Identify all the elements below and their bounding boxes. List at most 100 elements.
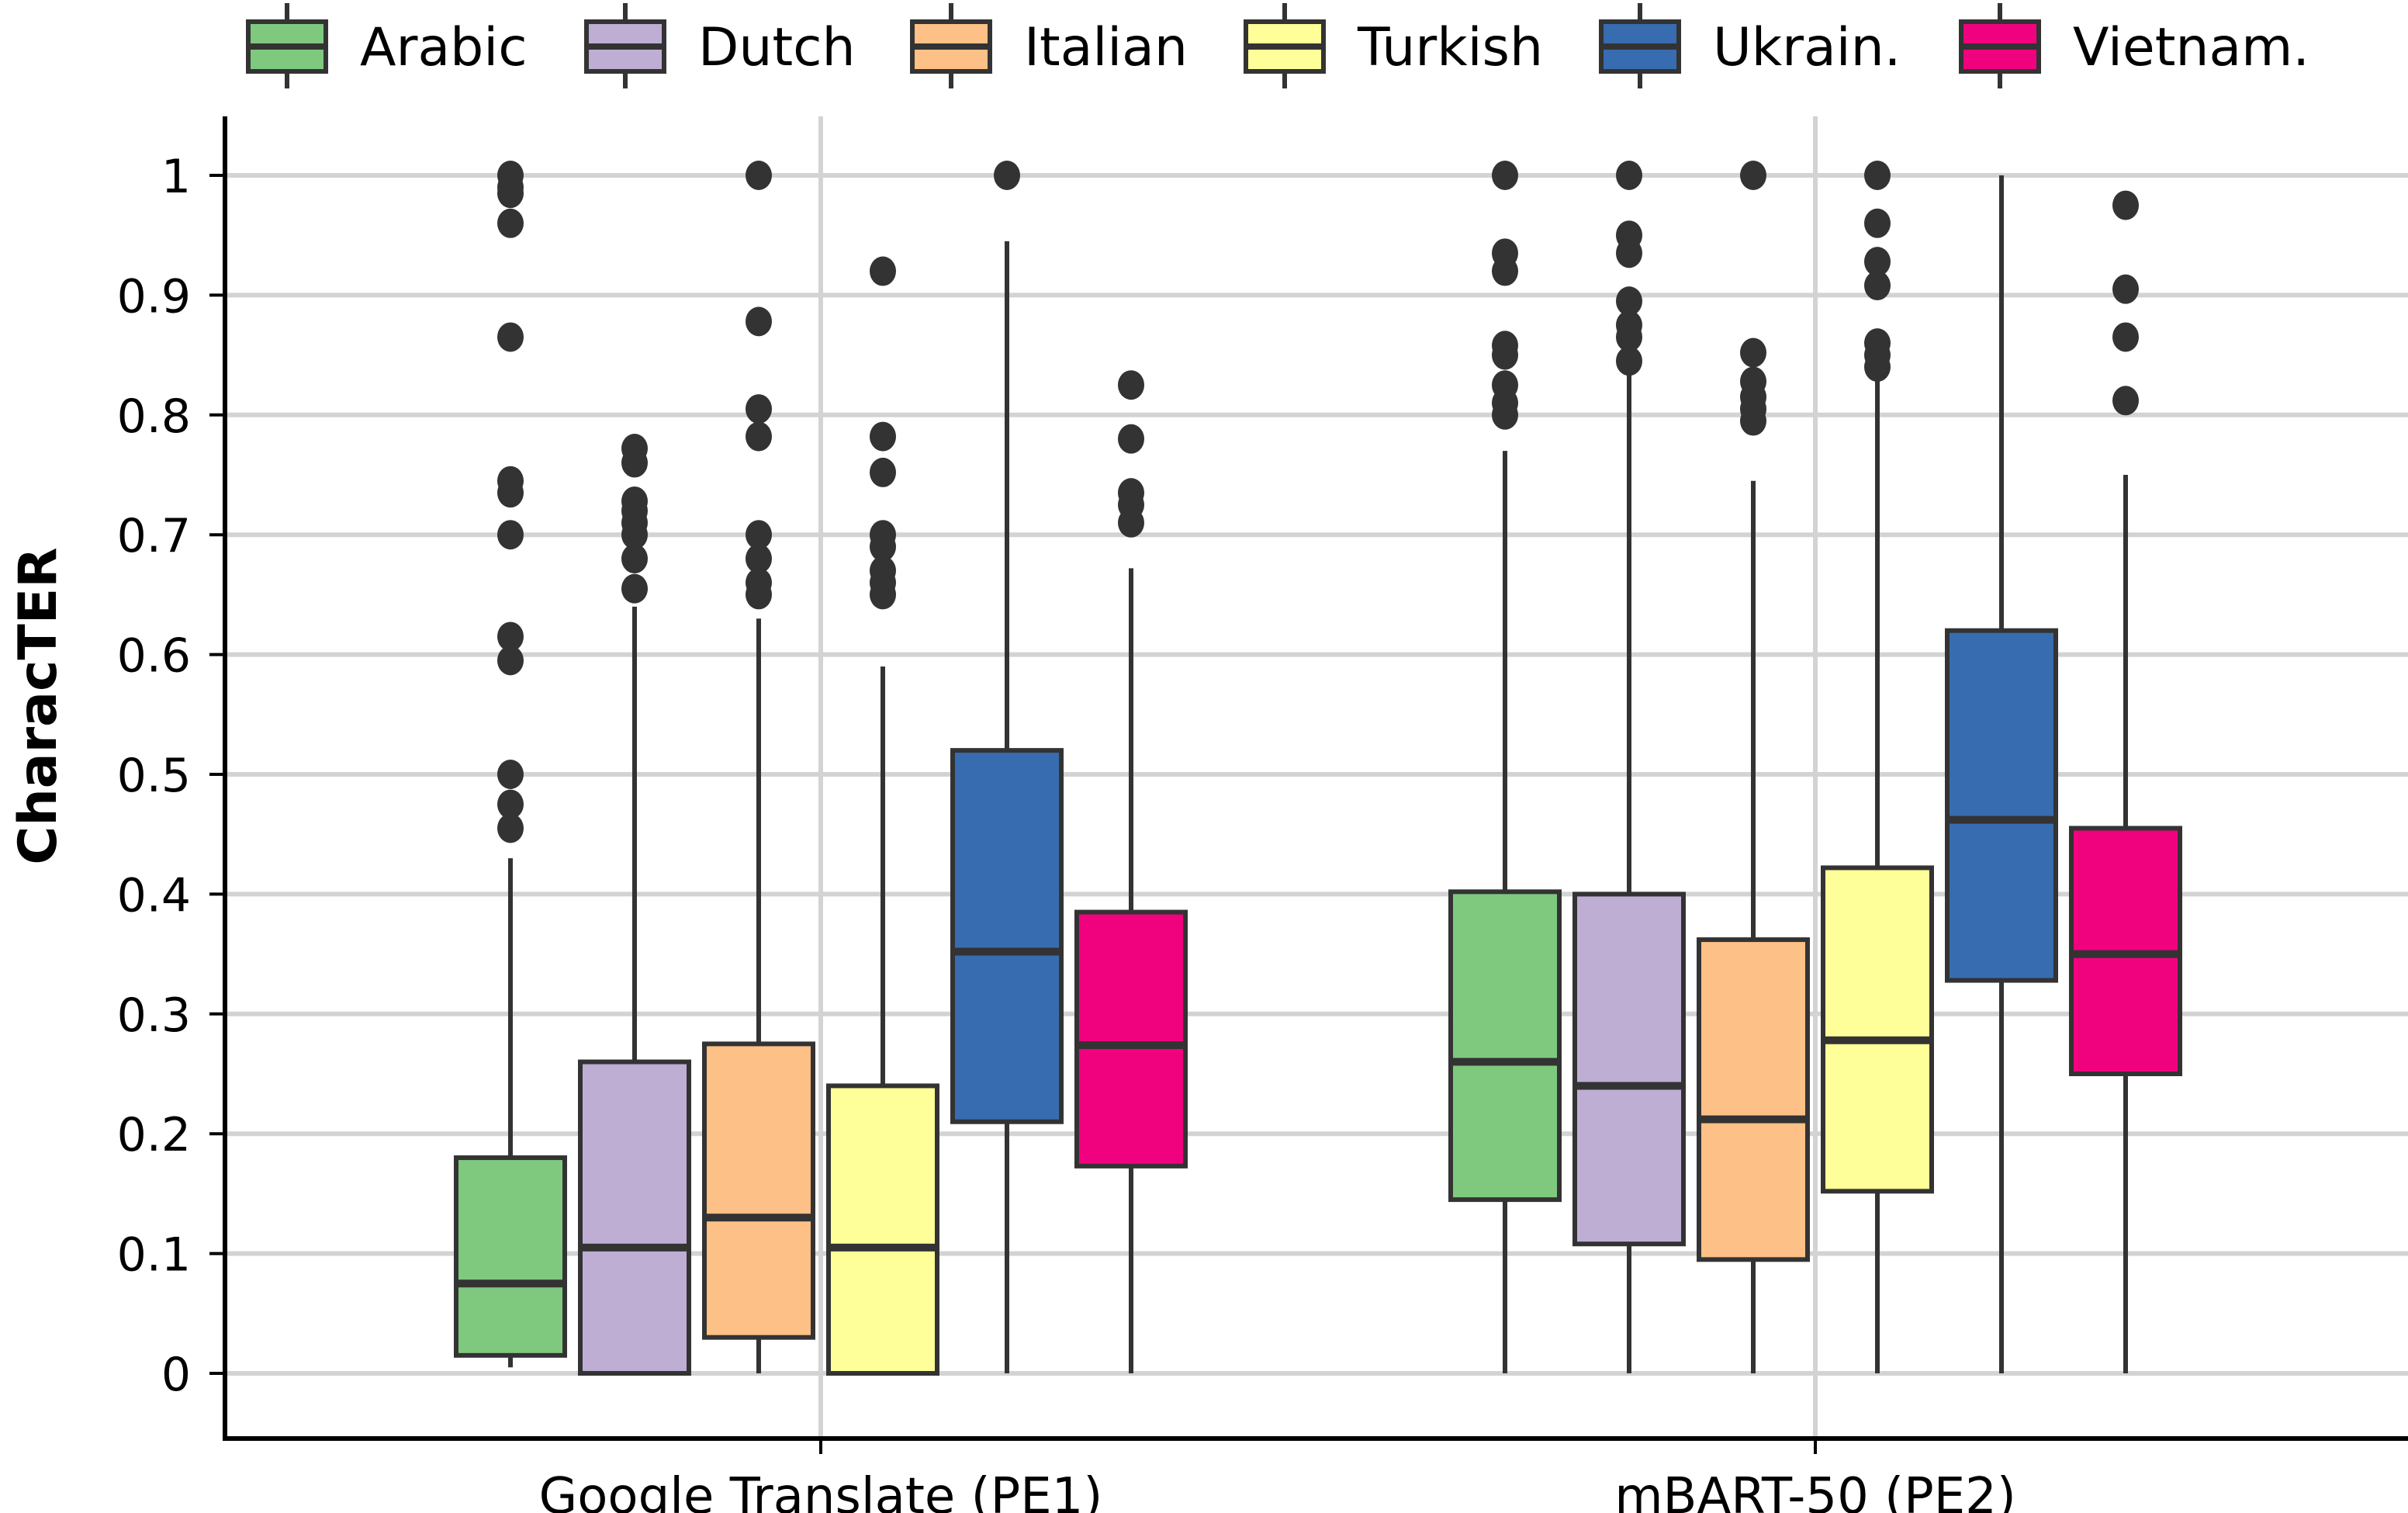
- outlier-point: [1740, 161, 1766, 190]
- box-iqr: [1821, 865, 1934, 1194]
- box-italian-1: [1697, 161, 1810, 1373]
- box-dutch-1: [1572, 161, 1686, 1373]
- box-ukrain-0: [950, 161, 1064, 1373]
- outlier-point: [1616, 161, 1642, 190]
- outlier-point: [1864, 352, 1891, 383]
- box-iqr: [826, 1083, 939, 1376]
- legend-label: Ukrain.: [1713, 17, 1901, 78]
- legend-item-vietnam: Vietnam.: [1959, 3, 2309, 88]
- outlier-point: [497, 760, 524, 789]
- outlier-point: [1118, 370, 1144, 400]
- box-iqr: [1448, 889, 1562, 1203]
- outlier-point: [2112, 190, 2139, 220]
- legend-label: Vietnam.: [2073, 17, 2309, 78]
- y-tick-label: 0.1: [117, 1228, 191, 1283]
- box-iqr: [702, 1041, 815, 1340]
- outlier-point: [1492, 400, 1518, 430]
- outlier-point: [1616, 238, 1642, 268]
- outlier-point: [746, 421, 772, 452]
- outlier-point: [621, 448, 648, 478]
- plot-area: [454, 161, 2182, 1376]
- outlier-point: [497, 208, 524, 238]
- outlier-point: [1118, 507, 1144, 538]
- outlier-point: [1864, 247, 1891, 277]
- x-tick-label: mBART-50 (PE2): [1614, 1468, 2016, 1513]
- box-iqr: [1074, 909, 1188, 1169]
- outlier-point: [994, 161, 1020, 190]
- outlier-point: [621, 544, 648, 574]
- outlier-point: [1492, 161, 1518, 190]
- y-tick-label: 0.5: [117, 749, 191, 803]
- outlier-point: [1864, 271, 1891, 301]
- outlier-point: [1492, 340, 1518, 370]
- outlier-point: [746, 161, 772, 190]
- outlier-point: [497, 178, 524, 209]
- outlier-point: [870, 457, 896, 487]
- outlier-point: [746, 544, 772, 574]
- y-tick-label: 0.9: [117, 269, 191, 324]
- y-axis-label: CharacTER: [8, 547, 69, 864]
- legend-label: Turkish: [1357, 17, 1543, 78]
- outlier-point: [1616, 322, 1642, 352]
- y-tick-label: 1: [161, 150, 191, 204]
- y-tick-label: 0.2: [117, 1108, 191, 1162]
- outlier-point: [746, 580, 772, 610]
- outlier-point: [1616, 286, 1642, 317]
- box-arabic-1: [1448, 161, 1562, 1373]
- legend: Arabic Dutch Italian Turkish Ukrain. Vietnam.: [222, 0, 2408, 112]
- axes: 0 0.1 0.2 0.3 0.4 0.5 0.6 0.7 0.8 0.9 1 Google Tran…: [117, 116, 2408, 1513]
- outlier-point: [870, 421, 896, 452]
- outlier-point: [1864, 161, 1891, 190]
- legend-label: Dutch: [698, 17, 856, 78]
- outlier-point: [1740, 406, 1766, 436]
- outlier-point: [2112, 386, 2139, 416]
- box-iqr: [950, 748, 1064, 1124]
- outlier-point: [1492, 256, 1518, 286]
- y-tick-label: 0.8: [117, 390, 191, 444]
- box-vietnam-0: [1074, 370, 1188, 1373]
- outlier-point: [621, 573, 648, 604]
- outlier-point: [1864, 208, 1891, 238]
- outlier-point: [497, 520, 524, 550]
- legend-item-italian: Italian: [910, 3, 1188, 88]
- legend-label: Italian: [1024, 17, 1188, 78]
- outlier-point: [497, 621, 524, 652]
- outlier-point: [1740, 338, 1766, 368]
- legend-item-turkish: Turkish: [1244, 3, 1543, 88]
- outlier-point: [2112, 274, 2139, 304]
- box-vietnam-1: [2069, 190, 2182, 1373]
- legend-label: Arabic: [360, 17, 528, 78]
- outlier-point: [746, 306, 772, 337]
- box-arabic-0: [454, 161, 567, 1368]
- outlier-point: [2112, 322, 2139, 352]
- outlier-point: [497, 478, 524, 508]
- box-italian-0: [702, 161, 815, 1373]
- outlier-point: [1616, 346, 1642, 376]
- y-tick-label: 0.7: [117, 509, 191, 563]
- legend-item-dutch: Dutch: [584, 3, 856, 88]
- y-tick-label: 0.6: [117, 629, 191, 684]
- box-iqr: [454, 1155, 567, 1358]
- x-tick-label: Google Translate (PE1): [539, 1468, 1103, 1513]
- box-ukrain-1: [1945, 175, 2058, 1373]
- box-iqr: [1572, 892, 1686, 1247]
- outlier-point: [870, 580, 896, 610]
- outlier-point: [497, 322, 524, 352]
- y-tick-label: 0.4: [117, 868, 191, 923]
- y-tick-label: 0: [161, 1348, 191, 1402]
- outlier-point: [497, 789, 524, 819]
- outlier-point: [497, 646, 524, 676]
- box-turkish-1: [1821, 161, 1934, 1373]
- y-tick-label: 0.3: [117, 988, 191, 1043]
- box-turkish-0: [826, 256, 939, 1376]
- outlier-point: [870, 256, 896, 286]
- box-iqr: [1697, 937, 1810, 1262]
- outlier-point: [870, 531, 896, 562]
- outlier-point: [746, 520, 772, 550]
- box-iqr: [578, 1059, 691, 1376]
- outlier-point: [746, 394, 772, 424]
- box-iqr: [1945, 628, 2058, 983]
- legend-item-ukrain: Ukrain.: [1599, 3, 1901, 88]
- legend-item-arabic: Arabic: [246, 3, 528, 88]
